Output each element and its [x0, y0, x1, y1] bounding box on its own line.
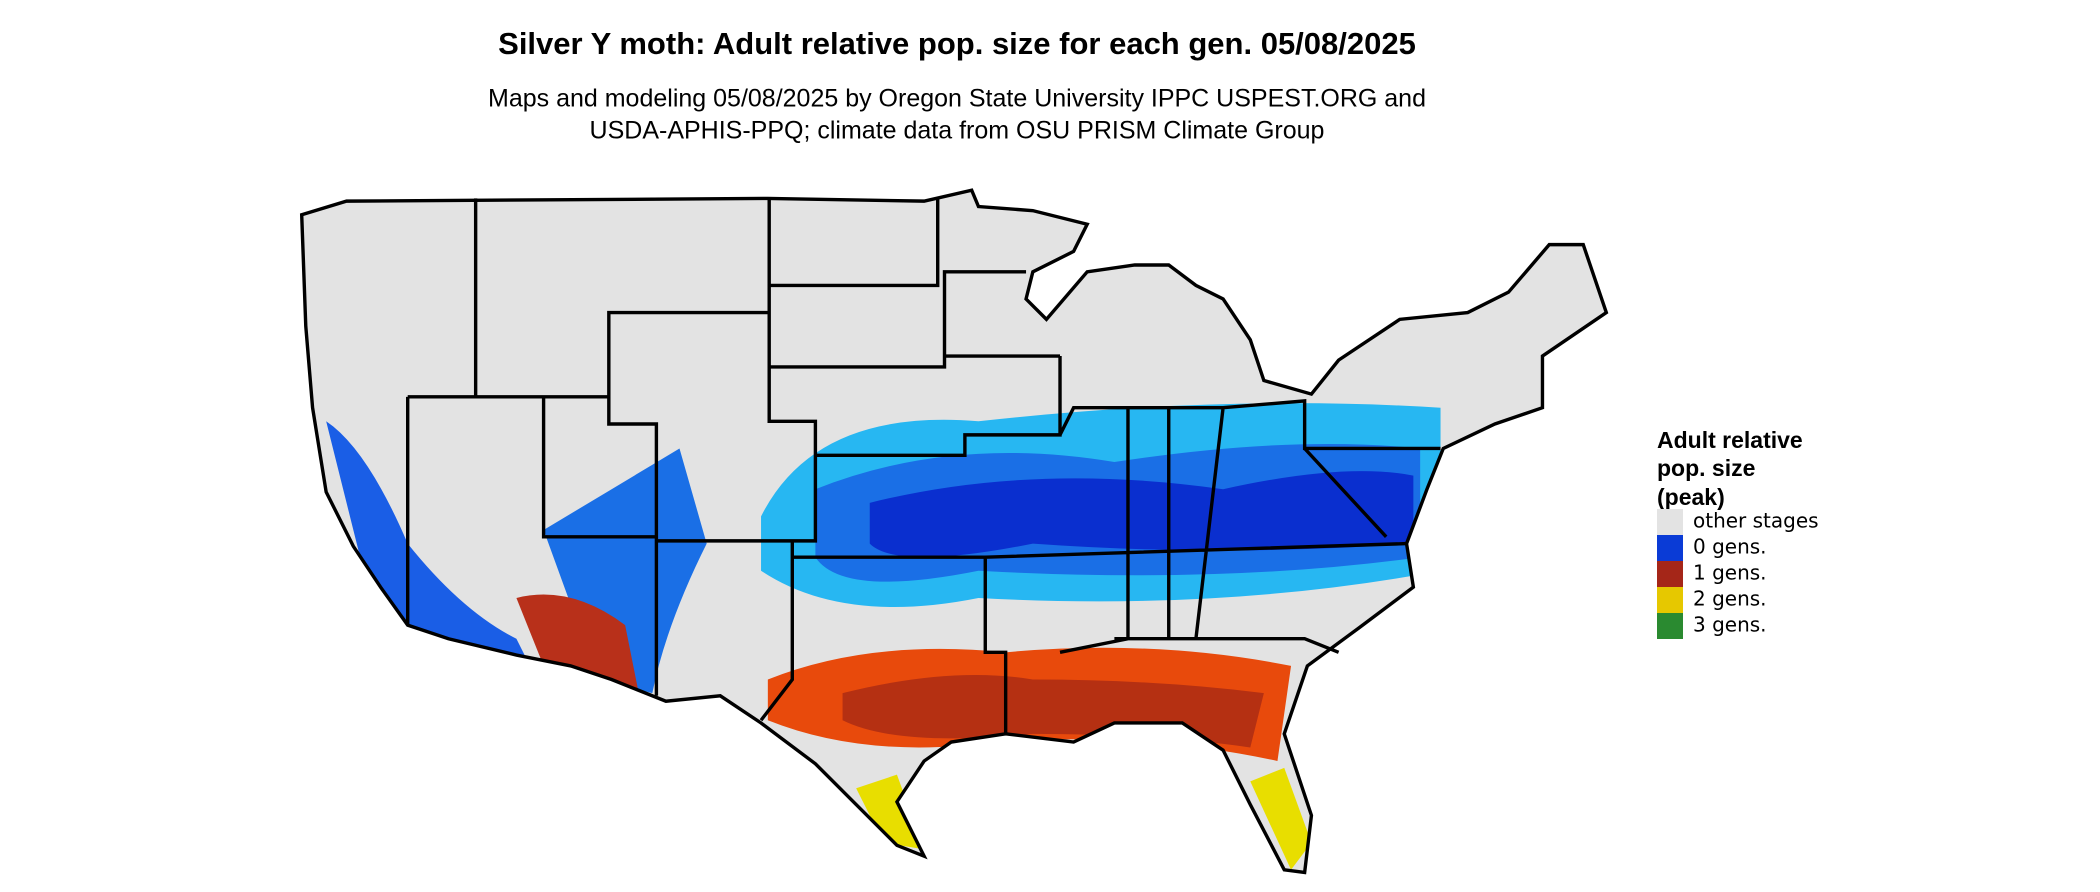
legend-swatch	[1657, 509, 1683, 535]
legend: Adult relative pop. size (peak) other st…	[1657, 427, 1819, 639]
legend-swatch	[1657, 535, 1683, 561]
legend-label: 0 gens.	[1693, 535, 1767, 559]
legend-swatch	[1657, 587, 1683, 613]
subtitle: USDA-APHIS-PPQ; climate data from OSU PR…	[590, 117, 1325, 145]
legend-title: (peak)	[1657, 484, 1725, 510]
state-borders	[299, 188, 1609, 875]
legend-title: pop. size	[1657, 455, 1755, 481]
legend-label: other stages	[1693, 509, 1819, 533]
legend-label: 2 gens.	[1693, 587, 1767, 611]
legend-swatch	[1657, 613, 1683, 639]
legend-label: 1 gens.	[1693, 561, 1767, 585]
legend-label: 3 gens.	[1693, 613, 1767, 637]
legend-title: Adult relative	[1657, 427, 1803, 453]
map	[299, 188, 1609, 875]
title: Silver Y moth: Adult relative pop. size …	[498, 26, 1416, 61]
subtitle: Maps and modeling 05/08/2025 by Oregon S…	[488, 85, 1426, 113]
legend-swatch	[1657, 561, 1683, 587]
